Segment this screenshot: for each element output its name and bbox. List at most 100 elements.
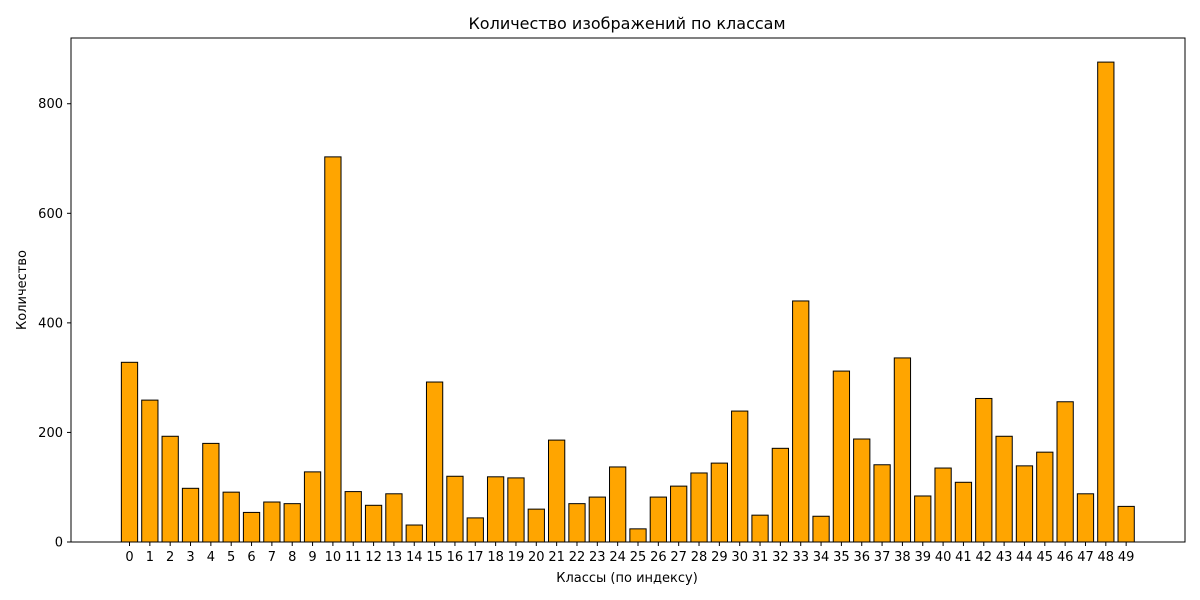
x-tick-label: 32 (772, 550, 789, 565)
bar-10 (324, 156, 342, 543)
x-tick-label: 17 (467, 550, 484, 565)
bar-37 (873, 464, 891, 543)
x-tick-label: 14 (406, 550, 423, 565)
bar-8 (283, 503, 301, 543)
bar-0 (120, 361, 139, 543)
bar-3 (181, 487, 200, 543)
x-tick-label: 44 (1016, 550, 1033, 565)
bar-39 (914, 495, 932, 543)
bar-25 (629, 528, 647, 543)
x-tick-label: 2 (166, 550, 174, 565)
bar-15 (425, 381, 444, 543)
x-tick-label: 47 (1077, 550, 1094, 565)
bar-32 (771, 447, 790, 543)
x-tick-label: 16 (447, 550, 464, 565)
bar-27 (670, 485, 688, 543)
y-tick-label: 200 (38, 426, 63, 441)
x-tick-label: 24 (609, 550, 626, 565)
x-tick-label: 4 (207, 550, 215, 565)
bar-9 (303, 471, 322, 543)
x-tick-label: 1 (146, 550, 154, 565)
x-tick-label: 19 (508, 550, 525, 565)
x-tick-label: 23 (589, 550, 606, 565)
bar-12 (364, 504, 383, 543)
bar-7 (263, 501, 281, 543)
bar-2 (161, 435, 179, 543)
x-tick-label: 41 (955, 550, 972, 565)
bar-19 (507, 477, 525, 543)
x-tick-label: 6 (247, 550, 255, 565)
bars-layer (120, 61, 1135, 543)
bar-21 (548, 439, 566, 543)
bar-30 (731, 410, 749, 543)
bar-4 (202, 442, 220, 543)
x-tick-label: 18 (487, 550, 504, 565)
x-tick-label: 13 (386, 550, 403, 565)
x-tick-label: 21 (548, 550, 565, 565)
bar-18 (486, 476, 505, 543)
x-tick-label: 15 (426, 550, 443, 565)
bar-14 (405, 524, 423, 543)
x-tick-label: 35 (833, 550, 850, 565)
bar-24 (609, 466, 627, 543)
x-tick-label: 33 (792, 550, 809, 565)
bar-20 (527, 508, 545, 543)
bar-26 (649, 496, 667, 543)
bar-43 (995, 435, 1013, 543)
bar-49 (1117, 505, 1135, 543)
x-tick-label: 20 (528, 550, 545, 565)
x-axis-label: Классы (по индексу) (556, 571, 698, 586)
bar-1 (141, 399, 159, 543)
bar-36 (853, 438, 871, 543)
y-tick-label: 0 (55, 536, 63, 551)
x-tick-label: 3 (186, 550, 194, 565)
x-tick-label: 27 (670, 550, 687, 565)
y-tick-label: 600 (38, 207, 63, 222)
x-tick-label: 40 (935, 550, 952, 565)
y-axis-label: Количество (15, 250, 30, 330)
x-tick-label: 38 (894, 550, 911, 565)
bar-48 (1097, 61, 1115, 543)
x-tick-label: 9 (308, 550, 316, 565)
bar-28 (690, 472, 708, 543)
x-tick-label: 34 (813, 550, 830, 565)
bar-31 (751, 514, 769, 543)
bar-23 (588, 496, 606, 543)
bar-6 (242, 511, 261, 543)
x-tick-label: 37 (874, 550, 891, 565)
x-tick-label: 36 (853, 550, 870, 565)
x-tick-label: 45 (1037, 550, 1054, 565)
x-tick-label: 5 (227, 550, 235, 565)
x-tick-label: 11 (345, 550, 362, 565)
x-tick-label: 22 (569, 550, 586, 565)
bar-45 (1036, 451, 1054, 543)
x-tick-label: 7 (268, 550, 276, 565)
bar-33 (792, 300, 810, 543)
bar-17 (466, 517, 484, 543)
bar-22 (568, 503, 586, 543)
y-tick-label: 400 (38, 316, 63, 331)
bar-5 (222, 491, 240, 543)
x-tick-label: 31 (752, 550, 769, 565)
bar-38 (893, 357, 912, 543)
bar-41 (954, 481, 973, 543)
bar-47 (1076, 493, 1095, 543)
bar-29 (710, 462, 728, 543)
x-tick-label: 28 (691, 550, 708, 565)
bar-40 (934, 467, 952, 543)
x-tick-label: 0 (125, 550, 133, 565)
bar-13 (385, 493, 403, 543)
x-tick-label: 48 (1098, 550, 1115, 565)
x-tick-label: 29 (711, 550, 728, 565)
x-tick-label: 39 (914, 550, 931, 565)
x-tick-label: 46 (1057, 550, 1074, 565)
x-tick-label: 12 (365, 550, 382, 565)
y-ticks-layer: 0 200 400 600 800 (38, 97, 71, 551)
y-tick-label: 800 (38, 97, 63, 112)
x-tick-label: 25 (630, 550, 647, 565)
bar-35 (832, 370, 851, 543)
bar-11 (344, 491, 362, 543)
x-ticks-layer: 0 1 2 3 4 5 6 7 8 9 10 11 12 13 14 15 16 17 18 19 20 21 22 23 24… (125, 542, 1134, 565)
bar-34 (812, 515, 830, 543)
